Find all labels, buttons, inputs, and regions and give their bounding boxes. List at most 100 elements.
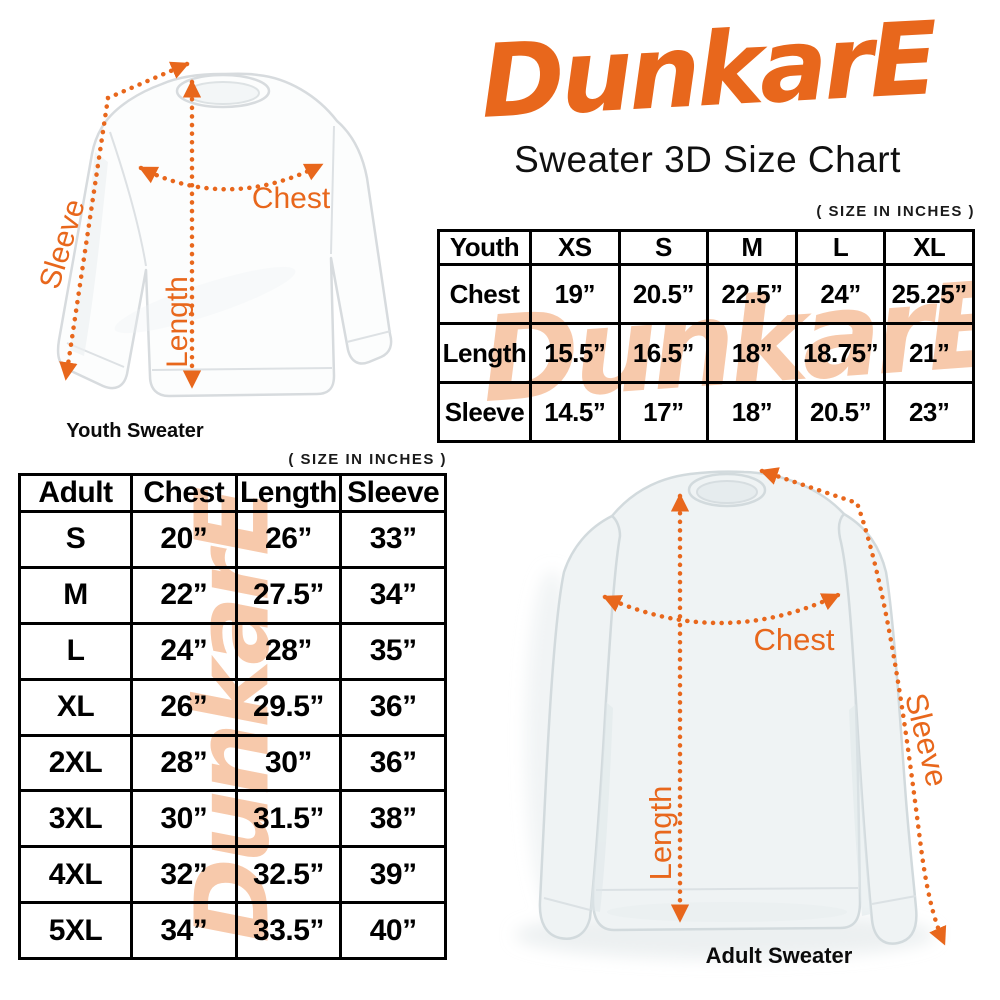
value-cell: 34” — [130, 901, 238, 960]
value-cell: 28” — [234, 621, 343, 681]
table-row: Chest 19” 20.5” 22.5” 24” 25.25” — [437, 263, 975, 325]
value-cell: 39” — [339, 845, 447, 905]
youth-size-note: ( SIZE IN INCHES ) — [816, 203, 975, 220]
row-label-cell: 2XL — [18, 733, 133, 793]
adult-sleeve-arrow — [759, 467, 947, 946]
header-cell: S — [617, 229, 710, 266]
header-cell: M — [706, 229, 798, 266]
value-cell: 36” — [339, 733, 447, 793]
table-row: 4XL 32” 32.5” 39” — [18, 845, 447, 905]
brand-logo: DunkarE — [477, 0, 938, 141]
value-cell: 22” — [130, 565, 238, 625]
value-cell: 34” — [339, 565, 447, 625]
value-cell: 22.5” — [706, 263, 798, 325]
value-cell: 33.5” — [234, 901, 343, 960]
value-cell: 21” — [883, 322, 975, 384]
row-label-cell: Chest — [437, 263, 532, 325]
table-row: Sleeve 14.5” 17” 18” 20.5” 23” — [437, 381, 975, 443]
value-cell: 32” — [130, 845, 238, 905]
value-cell: 29.5” — [234, 677, 343, 737]
row-label-cell: M — [18, 565, 133, 625]
value-cell: 27.5” — [234, 565, 343, 625]
adult-sweater-drawing — [538, 470, 918, 945]
row-label-cell: 4XL — [18, 845, 133, 905]
youth-size-table-wrap: DunkarE Youth XS S M L XL Chest 19” 20.5” 22.5” 24… — [437, 229, 975, 443]
value-cell: 17” — [617, 381, 710, 443]
youth-sweater-illustration: Sleeve Length Chest — [33, 61, 393, 398]
row-label-cell: 5XL — [18, 901, 133, 960]
header-cell: XL — [883, 229, 975, 266]
value-cell: 23” — [883, 381, 975, 443]
value-cell: 20.5” — [794, 381, 887, 443]
value-cell: 15.5” — [529, 322, 621, 384]
value-cell: 31.5” — [234, 789, 343, 849]
adult-measurement-arrows — [602, 467, 947, 946]
table-row: Length 15.5” 16.5” 18” 18.75” 21” — [437, 322, 975, 384]
value-cell: 24” — [794, 263, 887, 325]
row-label-cell: Sleeve — [437, 381, 532, 443]
row-label-cell: Length — [437, 322, 532, 384]
row-label-cell: 3XL — [18, 789, 133, 849]
youth-measurement-arrows — [59, 61, 324, 389]
adult-sweater-figure: Chest Length Sleeve — [460, 440, 1000, 1000]
header-row: Youth XS S M L XL — [437, 229, 975, 266]
value-cell: 40” — [339, 901, 447, 960]
value-cell: 33” — [339, 510, 447, 569]
adult-size-table: Adult Chest Length Sleeve S 20” 26” 33” M 22” 27.5… — [18, 473, 447, 960]
value-cell: 18” — [706, 322, 798, 384]
value-cell: 35” — [339, 621, 447, 681]
value-cell: 28” — [130, 733, 238, 793]
header-cell: Youth — [437, 229, 532, 266]
value-cell: 18.75” — [794, 322, 887, 384]
value-cell: 26” — [130, 677, 238, 737]
value-cell: 24” — [130, 621, 238, 681]
adult-sweater-illustration: Chest Length Sleeve — [515, 467, 955, 959]
value-cell: 38” — [339, 789, 447, 849]
header-row: Adult Chest Length Sleeve — [18, 473, 447, 513]
header-cell: Sleeve — [339, 473, 447, 513]
value-cell: 18” — [706, 381, 798, 443]
adult-chest-arrow — [602, 592, 841, 626]
value-cell: 14.5” — [529, 381, 621, 443]
adult-length-label: Length — [643, 786, 678, 881]
adult-figure-caption: Adult Sweater — [705, 943, 853, 968]
value-cell: 25.25” — [883, 263, 975, 325]
value-cell: 32.5” — [234, 845, 343, 905]
table-row: XL 26” 29.5” 36” — [18, 677, 447, 737]
youth-figure-caption: Youth Sweater — [66, 420, 204, 442]
header-cell: Length — [234, 473, 343, 513]
youth-sweater-drawing — [56, 72, 393, 398]
value-cell: 16.5” — [617, 322, 710, 384]
value-cell: 36” — [339, 677, 447, 737]
header-cell: Chest — [130, 473, 238, 513]
table-row: 2XL 28” 30” 36” — [18, 733, 447, 793]
table-row: S 20” 26” 33” — [18, 510, 447, 569]
table-row: M 22” 27.5” 34” — [18, 565, 447, 625]
header-cell: XS — [529, 229, 621, 266]
youth-length-label: Length — [161, 276, 194, 368]
youth-chest-arrow — [138, 162, 324, 192]
row-label-cell: S — [18, 510, 133, 569]
value-cell: 30” — [130, 789, 238, 849]
table-row: 5XL 34” 33.5” 40” — [18, 901, 447, 960]
youth-chest-label: Chest — [252, 182, 331, 215]
page-title: Sweater 3D Size Chart — [514, 139, 901, 180]
brand-block: DunkarE Sweater 3D Size Chart — [425, 0, 990, 198]
youth-sweater-figure: Sleeve Length Chest — [0, 0, 440, 450]
value-cell: 19” — [529, 263, 621, 325]
youth-size-table: Youth XS S M L XL Chest 19” 20.5” 22.5” 24” 25.25” L… — [437, 229, 975, 443]
value-cell: 26” — [234, 510, 343, 569]
value-cell: 30” — [234, 733, 343, 793]
value-cell: 20” — [130, 510, 238, 569]
adult-chest-label: Chest — [754, 622, 835, 657]
row-label-cell: XL — [18, 677, 133, 737]
value-cell: 20.5” — [617, 263, 710, 325]
table-row: L 24” 28” 35” — [18, 621, 447, 681]
adult-size-note: ( SIZE IN INCHES ) — [288, 451, 447, 468]
header-cell: Adult — [18, 473, 133, 513]
header-cell: L — [794, 229, 887, 266]
row-label-cell: L — [18, 621, 133, 681]
table-row: 3XL 30” 31.5” 38” — [18, 789, 447, 849]
adult-size-table-wrap: DunkarE Adult Chest Length Sleeve S 20” 26” 33”… — [18, 473, 447, 960]
